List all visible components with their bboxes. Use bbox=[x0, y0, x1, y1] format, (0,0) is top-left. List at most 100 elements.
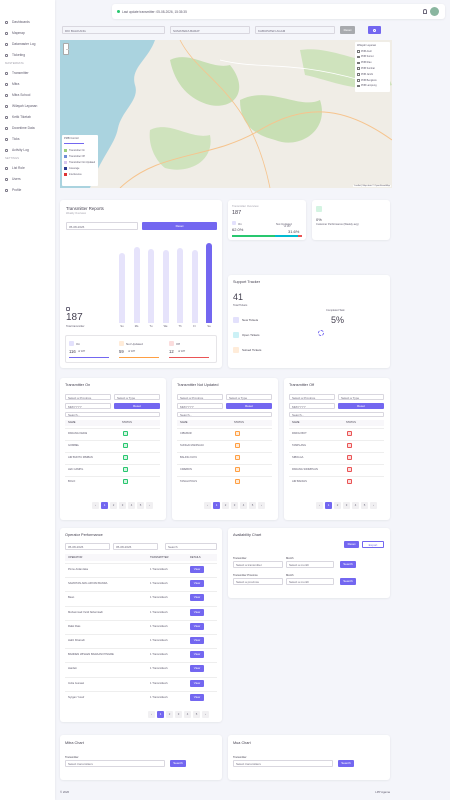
layer-checkbox[interactable] bbox=[357, 73, 360, 76]
reset-button[interactable]: Reset bbox=[226, 403, 272, 409]
page-button[interactable]: 5 bbox=[137, 502, 144, 509]
nav-item[interactable]: Datamaster Log bbox=[4, 40, 52, 48]
opacity-slider[interactable] bbox=[64, 143, 84, 144]
page-button[interactable]: › bbox=[370, 502, 377, 509]
view-button[interactable]: View bbox=[190, 679, 204, 687]
nav-item[interactable]: Ketik Tiketab bbox=[4, 113, 52, 121]
search-input[interactable]: Search bbox=[165, 543, 217, 550]
view-button[interactable]: View bbox=[190, 566, 204, 573]
page-button[interactable]: 1 bbox=[213, 502, 220, 509]
page-button[interactable]: 2 bbox=[110, 502, 117, 509]
nav-item[interactable]: Mitra bbox=[4, 80, 52, 88]
layer-checkbox[interactable] bbox=[357, 84, 360, 88]
province-select[interactable]: Select a Province bbox=[177, 394, 223, 400]
view-button[interactable]: View bbox=[190, 637, 204, 644]
bell-icon[interactable] bbox=[423, 9, 427, 14]
filter-select[interactable]: DKI BALIKANG bbox=[62, 26, 165, 34]
page-button[interactable]: 5 bbox=[249, 502, 256, 509]
page-button[interactable]: 3 bbox=[343, 502, 350, 509]
page-button[interactable]: ‹ bbox=[204, 502, 211, 509]
search-input[interactable]: Search... bbox=[65, 412, 160, 417]
page-button[interactable]: 2 bbox=[222, 502, 229, 509]
search-button[interactable]: Search bbox=[340, 578, 356, 585]
page-button[interactable]: 4 bbox=[240, 502, 247, 509]
date-from[interactable]: 05-08-2026 bbox=[65, 543, 110, 550]
layer-checkbox[interactable] bbox=[357, 50, 360, 53]
page-button[interactable]: ‹ bbox=[92, 502, 99, 509]
filter-select[interactable]: SUMATERA BARAT bbox=[170, 26, 250, 34]
avatar[interactable] bbox=[430, 7, 439, 16]
month-select[interactable]: Select a month bbox=[286, 578, 334, 585]
nav-item[interactable]: Users bbox=[4, 175, 52, 183]
date-input[interactable]: MM/YYYY bbox=[177, 403, 223, 409]
select[interactable]: Select a transmitter bbox=[233, 561, 283, 568]
select[interactable]: Select transmitters bbox=[65, 760, 165, 767]
view-button[interactable]: View bbox=[190, 580, 204, 588]
nav-item[interactable]: Activity Log bbox=[4, 146, 52, 154]
province-select[interactable]: Select a Province bbox=[65, 394, 111, 400]
search-input[interactable]: Search... bbox=[177, 412, 272, 417]
province-select[interactable]: Select a Province bbox=[289, 394, 335, 400]
page-button[interactable]: 3 bbox=[231, 502, 238, 509]
layer-checkbox[interactable] bbox=[357, 61, 360, 65]
nav-item[interactable]: Dashboards bbox=[4, 18, 52, 26]
page-button[interactable]: 2 bbox=[334, 502, 341, 509]
view-button[interactable]: View bbox=[190, 594, 204, 602]
view-button[interactable]: View bbox=[190, 622, 204, 630]
page-button[interactable]: 4 bbox=[184, 711, 191, 718]
view-button[interactable]: View bbox=[190, 665, 204, 673]
nav-item[interactable]: Downtime Data bbox=[4, 124, 52, 132]
reset-button[interactable]: Reset bbox=[340, 26, 355, 34]
page-button[interactable]: ‹ bbox=[148, 711, 155, 718]
view-button[interactable]: View bbox=[190, 651, 204, 659]
select[interactable]: Select transmitters bbox=[233, 760, 333, 767]
page-button[interactable]: 1 bbox=[101, 502, 108, 509]
nav-item[interactable]: Ticks bbox=[4, 135, 52, 143]
type-select[interactable]: Select a Type bbox=[338, 394, 384, 400]
nav-item[interactable]: Wilayah Layanan bbox=[4, 102, 52, 110]
date-input[interactable]: MM/YYYY bbox=[65, 403, 111, 409]
search-input[interactable]: Search... bbox=[289, 412, 384, 417]
page-button[interactable]: 5 bbox=[361, 502, 368, 509]
nav-item[interactable]: Mitra School bbox=[4, 91, 52, 99]
page-button[interactable]: 4 bbox=[352, 502, 359, 509]
page-button[interactable]: › bbox=[202, 711, 209, 718]
page-button[interactable]: 3 bbox=[175, 711, 182, 718]
search-button[interactable]: Search bbox=[170, 760, 186, 767]
select[interactable]: Select a province bbox=[233, 578, 283, 585]
reset-button[interactable]: Reset bbox=[142, 222, 217, 230]
page-button[interactable]: 1 bbox=[157, 711, 164, 718]
layer-checkbox[interactable] bbox=[357, 55, 360, 59]
page-button[interactable]: 5 bbox=[193, 711, 200, 718]
nav-item[interactable]: Mapmap bbox=[4, 29, 52, 37]
zoom-in[interactable] bbox=[65, 45, 69, 50]
page-button[interactable]: ‹ bbox=[316, 502, 323, 509]
nav-item[interactable]: Profile bbox=[4, 186, 52, 194]
page-button[interactable]: 1 bbox=[325, 502, 332, 509]
layer-checkbox[interactable] bbox=[357, 79, 360, 82]
filter-select[interactable]: KABUPATEN AGAM bbox=[255, 26, 335, 34]
nav-item[interactable]: Transmitter bbox=[4, 69, 52, 77]
date-input[interactable]: MM/YYYY bbox=[289, 403, 335, 409]
reset-button[interactable]: Reset bbox=[344, 541, 359, 548]
export-button[interactable]: Export bbox=[362, 541, 384, 548]
page-button[interactable]: › bbox=[146, 502, 153, 509]
nav-item[interactable]: List Role bbox=[4, 164, 52, 172]
reset-button[interactable]: Reset bbox=[338, 403, 384, 409]
date-to[interactable]: 05-08-2026 bbox=[113, 543, 158, 550]
type-select[interactable]: Select a Type bbox=[114, 394, 160, 400]
date-input[interactable]: 05-08-2026 bbox=[66, 222, 138, 230]
type-select[interactable]: Select a Type bbox=[226, 394, 272, 400]
view-button[interactable]: View bbox=[190, 693, 204, 701]
view-button[interactable]: View bbox=[190, 608, 204, 616]
search-button[interactable]: Search bbox=[340, 561, 356, 568]
page-button[interactable]: 4 bbox=[128, 502, 135, 509]
nav-item[interactable]: Ticketing bbox=[4, 51, 52, 59]
page-button[interactable]: › bbox=[258, 502, 265, 509]
reset-button[interactable]: Reset bbox=[114, 403, 160, 409]
settings-button[interactable] bbox=[368, 26, 381, 34]
month-select[interactable]: Select a month bbox=[286, 561, 334, 568]
page-button[interactable]: 2 bbox=[166, 711, 173, 718]
zoom-control[interactable] bbox=[63, 43, 69, 55]
search-button[interactable]: Search bbox=[338, 760, 354, 767]
